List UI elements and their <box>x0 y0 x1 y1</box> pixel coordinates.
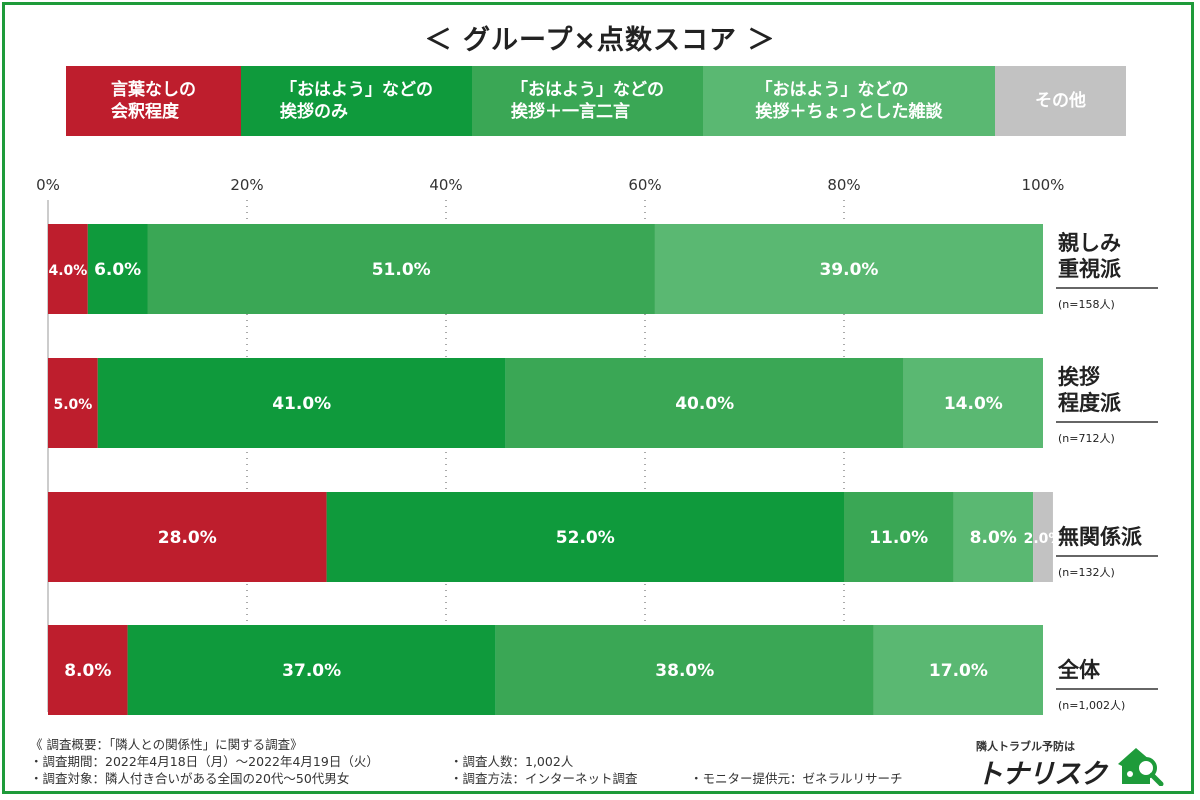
bar-segment <box>505 358 904 448</box>
data-label: 11.0% <box>869 528 928 548</box>
survey-notes: 《 調査概要：「隣人との関係性」に関する調査》 ・調査期間：2022年4月18日… <box>30 736 930 787</box>
x-tick-label: 0% <box>36 176 60 194</box>
legend-label: 「おはよう」などの 挨拶のみ <box>280 80 433 122</box>
data-label: 2.0% <box>1024 531 1063 547</box>
legend-item: その他 <box>995 66 1126 136</box>
legend-label: 言葉なしの 会釈程度 <box>111 80 196 122</box>
bar-segment <box>48 625 128 715</box>
data-label: 8.0% <box>970 528 1017 548</box>
legend-item: 「おはよう」などの 挨拶のみ <box>241 66 472 136</box>
notes-heading: 《 調査概要：「隣人との関係性」に関する調査》 <box>30 737 303 752</box>
data-label: 40.0% <box>675 394 734 414</box>
bar-segment <box>873 625 1043 715</box>
category-label: 挨拶程度派 <box>1058 365 1122 415</box>
bar-segment <box>48 224 88 314</box>
legend-item: 「おはよう」などの 挨拶＋一言二言 <box>472 66 703 136</box>
data-label: 52.0% <box>556 528 615 548</box>
x-tick-label: 20% <box>230 176 263 194</box>
chart-title: ＜ グループ×点数スコア ＞ <box>424 25 776 56</box>
category-n: (n=132人) <box>1058 566 1115 579</box>
notes-target: ・調査対象：隣人付き合いがある全国の20代～50代男女 <box>30 771 350 786</box>
data-label: 4.0% <box>48 263 87 279</box>
x-tick-label: 40% <box>429 176 462 194</box>
data-label: 38.0% <box>655 661 714 681</box>
bar-segment <box>97 358 506 448</box>
notes-respondents: ・調査人数：1,002人 <box>450 754 574 769</box>
x-tick-label: 80% <box>827 176 860 194</box>
brand-logo: 隣人トラブル予防は トナリスク <box>976 738 1166 790</box>
data-label: 37.0% <box>282 661 341 681</box>
bar-segment <box>147 224 655 314</box>
bar-segment <box>844 492 954 582</box>
notes-period: ・調査期間：2022年4月18日（月）～2022年4月19日（火） <box>30 754 379 769</box>
legend-label: 「おはよう」などの 挨拶＋ちょっとした雑談 <box>755 80 943 122</box>
house-magnifier-icon <box>1118 748 1164 786</box>
logo-tagline: 隣人トラブル予防は <box>976 740 1075 753</box>
data-label: 5.0% <box>53 397 92 413</box>
category-label: 親しみ重視派 <box>1058 231 1122 281</box>
data-label: 14.0% <box>944 394 1003 414</box>
category-n: (n=712人) <box>1058 432 1115 445</box>
data-label: 17.0% <box>929 661 988 681</box>
bar-segment <box>1033 492 1053 582</box>
bar-segment <box>953 492 1034 582</box>
bar-segment <box>495 625 874 715</box>
category-label: 無関係派 <box>1058 525 1143 549</box>
data-label: 39.0% <box>819 260 878 280</box>
legend-label: 「おはよう」などの 挨拶＋一言二言 <box>511 80 664 122</box>
data-label: 28.0% <box>158 528 217 548</box>
data-label: 6.0% <box>94 260 141 280</box>
legend: 言葉なしの 会釈程度 「おはよう」などの 挨拶のみ 「おはよう」などの 挨拶＋一言二… <box>66 66 1126 136</box>
data-label: 51.0% <box>372 260 431 280</box>
bar-segment <box>127 625 496 715</box>
bar-segment <box>654 224 1043 314</box>
category-n: (n=158人) <box>1058 298 1115 311</box>
notes-provider: ・モニター提供元：ゼネラルリサーチ <box>690 771 903 786</box>
x-tick-label: 60% <box>628 176 661 194</box>
bar-segment <box>326 492 845 582</box>
logo-name: トナリスク <box>976 759 1107 790</box>
category-n: (n=1,002人) <box>1058 699 1125 712</box>
data-label: 8.0% <box>64 661 111 681</box>
bar-segment <box>48 492 327 582</box>
bar-segment <box>903 358 1043 448</box>
legend-item: 「おはよう」などの 挨拶＋ちょっとした雑談 <box>703 66 995 136</box>
x-tick-label: 100% <box>1022 176 1065 194</box>
notes-method: ・調査方法：インターネット調査 <box>450 771 638 786</box>
legend-item: 言葉なしの 会釈程度 <box>66 66 241 136</box>
legend-label: その他 <box>1035 91 1086 111</box>
bar-segment <box>87 224 148 314</box>
category-label: 全体 <box>1057 658 1101 682</box>
bar-segment <box>48 358 98 448</box>
data-label: 41.0% <box>272 394 331 414</box>
